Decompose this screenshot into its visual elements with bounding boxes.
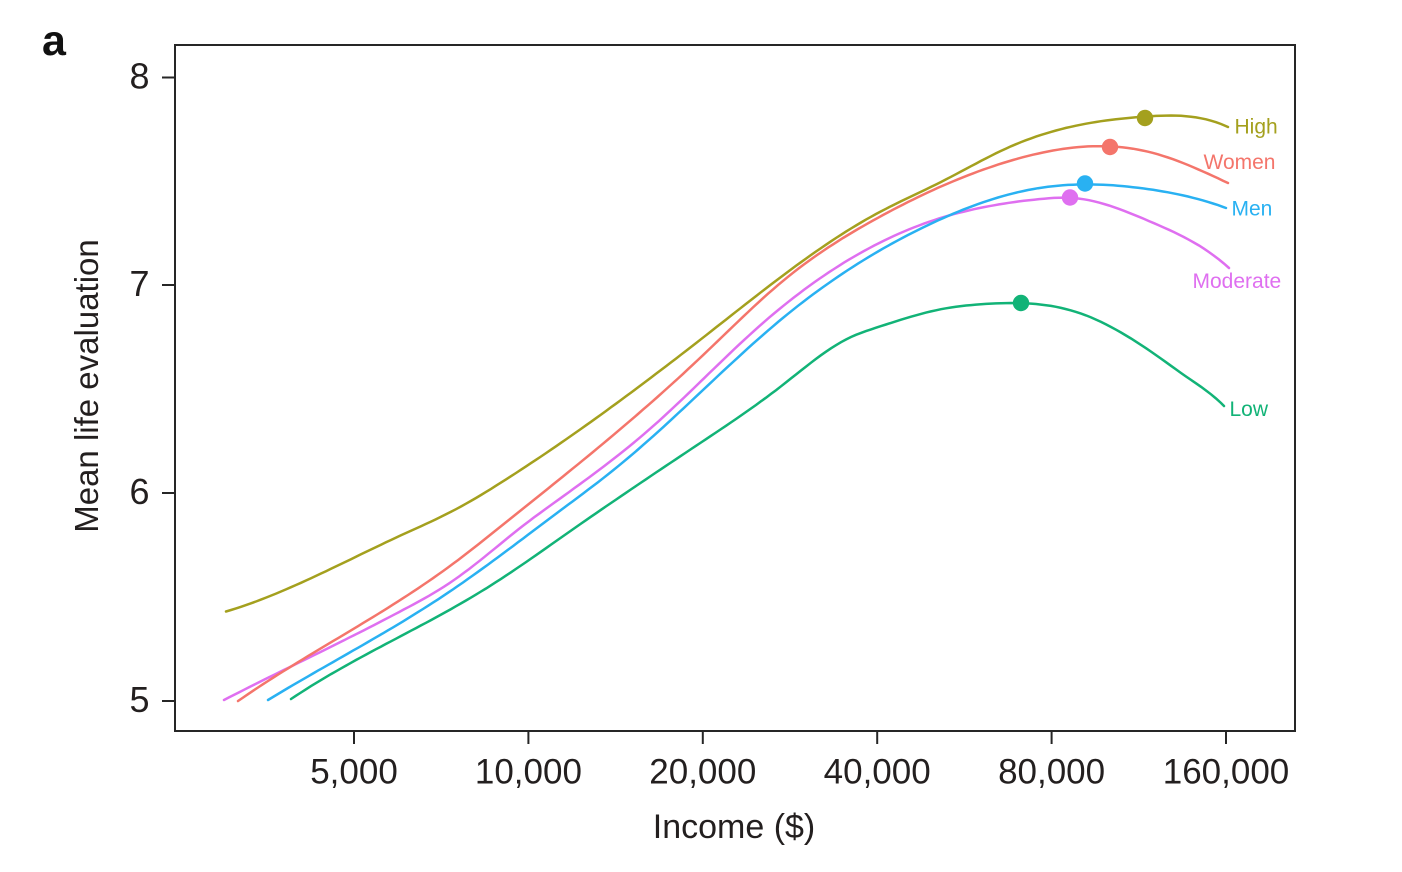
svg-text:High: High: [1235, 116, 1278, 139]
svg-text:Moderate: Moderate: [1193, 270, 1282, 293]
svg-text:40,000: 40,000: [824, 753, 931, 792]
svg-text:a: a: [42, 17, 67, 65]
svg-text:5: 5: [129, 679, 149, 720]
svg-text:5,000: 5,000: [310, 753, 398, 792]
svg-text:10,000: 10,000: [475, 753, 582, 792]
svg-text:Mean life evaluation: Mean life evaluation: [68, 239, 105, 533]
svg-text:Men: Men: [1232, 198, 1273, 221]
svg-text:20,000: 20,000: [649, 753, 756, 792]
svg-text:7: 7: [129, 263, 149, 304]
svg-text:6: 6: [129, 471, 149, 512]
svg-text:Women: Women: [1204, 151, 1276, 174]
svg-text:Income ($): Income ($): [653, 808, 816, 846]
svg-text:80,000: 80,000: [998, 753, 1105, 792]
svg-text:Low: Low: [1230, 398, 1269, 421]
svg-text:8: 8: [129, 56, 149, 97]
svg-text:160,000: 160,000: [1163, 753, 1290, 792]
